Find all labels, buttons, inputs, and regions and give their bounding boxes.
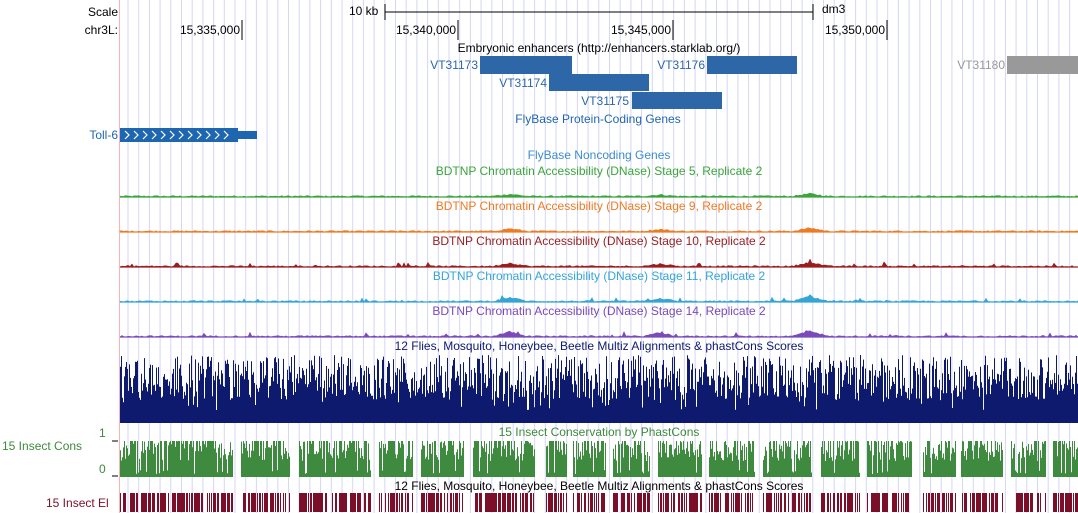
feature-VT31174[interactable]	[549, 74, 649, 91]
track-title-dnase-stage14: BDTNP Chromatin Accessibility (DNase) St…	[432, 304, 766, 318]
dnase-signal-2	[119, 258, 1078, 268]
position-label: 15,340,000	[395, 23, 456, 37]
scale-bar-label: 10 kb	[349, 4, 379, 18]
track-title-elements: 12 Flies, Mosquito, Honeybee, Beetle Mul…	[394, 479, 804, 493]
feature-VT31176[interactable]	[707, 56, 797, 74]
feature-label[interactable]: VT31173	[430, 58, 478, 72]
scale-bar	[384, 4, 814, 20]
track-title-dnase-stage9: BDTNP Chromatin Accessibility (DNase) St…	[435, 199, 763, 213]
cons-side-label: 15 Insect Cons	[2, 439, 83, 453]
track-title-dnase-stage11: BDTNP Chromatin Accessibility (DNase) St…	[432, 269, 766, 283]
gene-label[interactable]: Toll-6	[89, 128, 118, 142]
position-label: 15,350,000	[824, 23, 885, 37]
dnase-signal-tracks	[119, 192, 1078, 338]
position-label: 15,345,000	[610, 23, 671, 37]
track-title-dnase-stage5: BDTNP Chromatin Accessibility (DNase) St…	[435, 164, 763, 178]
phastcons-plot	[120, 441, 1078, 477]
assembly-label: dm3	[822, 2, 846, 16]
feature-label[interactable]: VT31176	[657, 58, 705, 72]
track-title-dnase-stage10: BDTNP Chromatin Accessibility (DNase) St…	[432, 234, 766, 248]
position-ticks	[241, 20, 888, 40]
track-title-noncoding-genes: FlyBase Noncoding Genes	[527, 148, 671, 162]
chrom-label: chr3L:	[84, 23, 118, 37]
dnase-signal-1	[119, 227, 1078, 233]
strand-arrows-icon	[124, 130, 229, 140]
track-title-multiz: 12 Flies, Mosquito, Honeybee, Beetle Mul…	[394, 339, 804, 353]
blue-guide-lines	[127, 0, 1071, 513]
scale-label: Scale	[87, 5, 118, 19]
feature-VT31180[interactable]	[1007, 56, 1078, 74]
track-title-enhancers: Embryonic enhancers (http://enhancers.st…	[457, 41, 741, 55]
cons-axis-min: 0	[99, 462, 106, 476]
gene-Toll-6[interactable]	[120, 128, 257, 142]
track-title-coding-genes: FlyBase Protein-Coding Genes	[515, 112, 681, 126]
cons-axis-max: 1	[99, 426, 106, 440]
dnase-signal-4	[119, 330, 1078, 338]
feature-label[interactable]: VT31175	[581, 94, 629, 108]
dnase-signal-0	[119, 192, 1078, 198]
feature-label[interactable]: VT31174	[499, 76, 547, 90]
position-label: 15,335,000	[179, 23, 240, 37]
track-title-phastcons: 15 Insect Conservation by PhastCons	[498, 425, 700, 439]
feature-label[interactable]: VT31180	[957, 58, 1005, 72]
multiz-conservation-plot	[120, 355, 1078, 423]
elements-side-label: 15 Insect El	[46, 496, 109, 510]
conserved-elements-track	[120, 493, 1078, 512]
feature-VT31175[interactable]	[632, 92, 722, 109]
dnase-signal-3	[119, 294, 1078, 303]
feature-VT31173[interactable]	[480, 56, 572, 74]
